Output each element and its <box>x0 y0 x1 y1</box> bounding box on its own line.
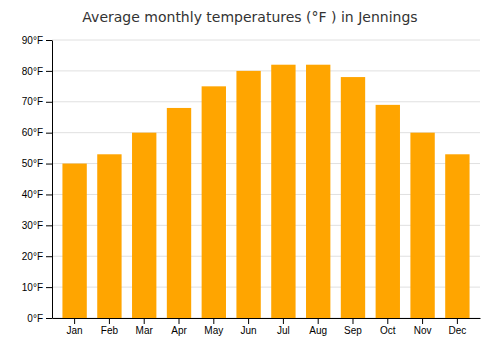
y-tick: 0°F <box>27 313 52 324</box>
bar <box>410 133 434 318</box>
x-tick-mark <box>109 318 110 324</box>
x-axis: Jan Feb Mar Apr May Jun Jul Aug Sep Oct Nov Dec <box>53 318 481 336</box>
x-tick-label: Jul <box>277 325 290 336</box>
x-tick-mark <box>144 318 145 324</box>
y-tick-mark <box>46 287 52 288</box>
y-tick-mark <box>46 256 52 257</box>
grid-line <box>52 101 480 102</box>
y-tick-mark <box>46 194 52 195</box>
x-tick-mark <box>179 318 180 324</box>
x-tick: Apr <box>171 318 187 336</box>
y-axis-line <box>52 41 53 319</box>
x-tick-label: Apr <box>171 325 187 336</box>
y-tick-mark <box>46 164 52 165</box>
bar <box>306 65 330 318</box>
title: Average monthly temperatures (°F ) in Je… <box>82 9 417 25</box>
x-tick-label: Nov <box>414 325 432 336</box>
y-tick-label: 60°F <box>22 127 43 138</box>
x-tick: May <box>204 318 223 336</box>
x-tick: Mar <box>136 318 154 336</box>
y-tick-mark <box>46 102 52 103</box>
x-tick-mark <box>387 318 388 324</box>
x-tick-label: Dec <box>448 325 466 336</box>
x-tick-label: Sep <box>344 325 362 336</box>
y-tick: 30°F <box>22 220 52 231</box>
x-tick-label: Jan <box>67 325 83 336</box>
y-tick: 50°F <box>22 158 52 169</box>
x-tick: Feb <box>101 318 119 336</box>
y-tick-label: 90°F <box>22 35 43 46</box>
x-tick: Aug <box>309 318 327 336</box>
x-tick: Nov <box>414 318 432 336</box>
bar <box>97 154 121 318</box>
x-tick-mark <box>318 318 319 324</box>
bar <box>376 105 400 318</box>
chart: Average monthly temperatures (°F ) in Je… <box>0 0 500 350</box>
bar <box>341 77 365 318</box>
y-tick-label: 20°F <box>22 251 43 262</box>
y-tick-label: 40°F <box>22 189 43 200</box>
x-tick: Sep <box>344 318 362 336</box>
x-tick: Oct <box>380 318 396 336</box>
x-tick-label: Jun <box>241 325 257 336</box>
grid-line <box>52 40 480 41</box>
y-tick: 20°F <box>22 251 52 262</box>
y-tick-label: 80°F <box>22 66 43 77</box>
y-tick-mark <box>46 71 52 72</box>
x-tick-mark <box>74 318 75 324</box>
x-tick-label: Oct <box>380 325 396 336</box>
x-axis-line <box>53 318 481 319</box>
y-tick-label: 30°F <box>22 220 43 231</box>
x-tick-label: Feb <box>101 325 119 336</box>
y-tick: 10°F <box>22 282 52 293</box>
y-tick-label: 10°F <box>22 282 43 293</box>
x-tick-mark <box>248 318 249 324</box>
x-tick-mark <box>352 318 353 324</box>
x-tick: Jan <box>67 318 83 336</box>
plot: 0°F 10°F 20°F 30°F 40°F 50°F 60°F 70°F 80°F 90°F J… <box>22 35 481 336</box>
grid-line <box>52 70 480 71</box>
y-tick-label: 0°F <box>27 313 43 324</box>
x-tick: Jul <box>277 318 290 336</box>
y-tick-label: 50°F <box>22 158 43 169</box>
x-tick-mark <box>213 318 214 324</box>
x-tick: Dec <box>448 318 466 336</box>
y-tick-mark <box>46 225 52 226</box>
y-tick: 90°F <box>22 35 52 46</box>
y-tick: 80°F <box>22 66 52 77</box>
x-tick-label: Mar <box>136 325 154 336</box>
x-tick-mark <box>283 318 284 324</box>
x-tick-mark <box>457 318 458 324</box>
bar <box>236 71 260 318</box>
bar <box>202 86 226 318</box>
bar <box>271 65 295 318</box>
y-axis: 0°F 10°F 20°F 30°F 40°F 50°F 60°F 70°F 80°F 90°F <box>22 35 53 324</box>
y-tick-mark <box>46 133 52 134</box>
x-tick-mark <box>422 318 423 324</box>
bar <box>445 154 469 318</box>
x-tick-label: May <box>204 325 223 336</box>
bar <box>167 108 191 318</box>
y-tick: 60°F <box>22 127 52 138</box>
y-tick: 40°F <box>22 189 52 200</box>
x-tick-label: Aug <box>309 325 327 336</box>
grid <box>52 40 480 318</box>
bar <box>132 133 156 318</box>
y-tick: 70°F <box>22 96 52 107</box>
x-tick: Jun <box>241 318 257 336</box>
y-tick-label: 70°F <box>22 96 43 107</box>
bars <box>62 65 469 318</box>
y-tick-mark <box>46 40 52 41</box>
y-tick-mark <box>46 318 52 319</box>
bar <box>62 164 86 318</box>
